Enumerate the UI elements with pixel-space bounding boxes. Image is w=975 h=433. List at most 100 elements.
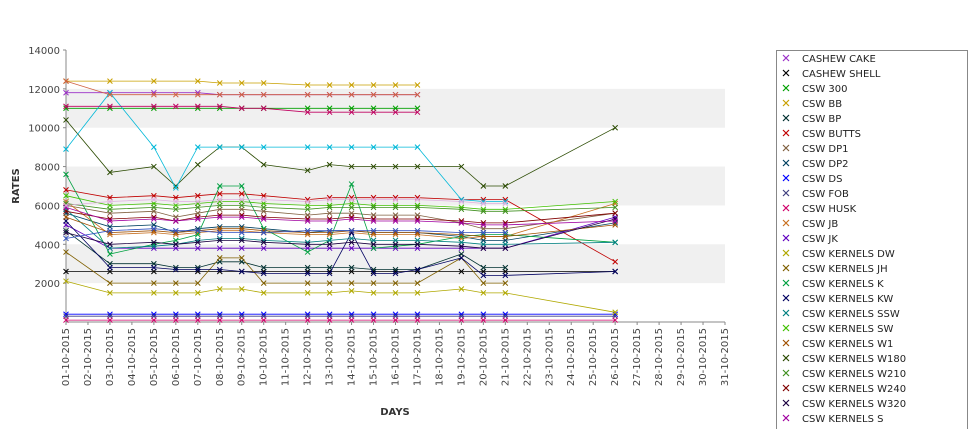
data-point — [370, 227, 377, 234]
x-tick-label: 27-10-2015 — [632, 328, 643, 386]
data-point — [326, 264, 333, 271]
data-point — [414, 163, 421, 170]
data-point — [304, 241, 311, 248]
data-point — [194, 290, 201, 296]
legend-label: CSW KERNELS SW — [802, 324, 893, 335]
data-point — [414, 317, 421, 323]
x-tick-label: 01-10-2015 — [61, 328, 72, 386]
series-csw-husk — [63, 317, 619, 323]
data-point — [458, 198, 465, 205]
data-point — [172, 206, 179, 213]
legend-item: CSW DS — [782, 174, 842, 185]
series-line — [65, 207, 616, 226]
data-point — [151, 78, 157, 84]
x-tick-label: 23-10-2015 — [544, 328, 555, 386]
legend-item: CSW KERNELS JH — [782, 264, 888, 275]
data-point — [107, 206, 113, 213]
data-point — [480, 290, 487, 296]
data-point — [238, 91, 245, 98]
x-tick-label: 17-10-2015 — [412, 328, 423, 386]
legend-item: CSW JK — [782, 234, 838, 245]
data-point — [238, 255, 245, 261]
data-point — [172, 103, 179, 110]
x-tick-label: 24-10-2015 — [566, 328, 577, 386]
data-point — [480, 208, 487, 215]
data-point — [458, 163, 465, 170]
x-tick-label: 04-10-2015 — [127, 328, 138, 386]
legend-item: CSW KERNELS KW — [782, 294, 893, 305]
data-point — [392, 317, 399, 323]
data-point — [612, 309, 619, 316]
legend-item: CSW 300 — [782, 84, 847, 95]
series-unlabeled-25 — [63, 89, 509, 205]
data-point — [216, 190, 223, 197]
data-point — [238, 196, 245, 203]
data-point — [326, 218, 333, 224]
data-point — [612, 124, 619, 131]
legend-marker — [782, 369, 790, 377]
legend-marker — [782, 279, 790, 287]
legend-label: CSW FOB — [802, 189, 849, 200]
data-point — [392, 144, 399, 150]
data-point — [458, 243, 465, 250]
data-point — [172, 317, 179, 323]
data-point — [151, 317, 157, 323]
data-point — [414, 109, 421, 116]
data-point — [370, 241, 377, 248]
series-line — [65, 195, 616, 210]
data-point — [392, 196, 399, 203]
data-point — [304, 82, 311, 88]
data-point — [326, 204, 333, 211]
data-point — [260, 105, 267, 112]
data-point — [392, 204, 399, 211]
legend-marker — [782, 99, 790, 107]
x-axis-label: DAYS — [380, 407, 410, 418]
legend-item: CSW FOB — [782, 189, 849, 200]
series-line — [65, 209, 616, 249]
x-tick-label: 14-10-2015 — [347, 328, 358, 386]
data-point — [238, 245, 245, 252]
data-point — [172, 266, 179, 273]
data-point — [612, 258, 619, 265]
data-point — [216, 286, 223, 292]
data-point — [370, 196, 377, 203]
data-point — [348, 239, 355, 246]
data-point — [612, 204, 619, 211]
data-point — [238, 214, 245, 220]
series-line — [65, 218, 616, 249]
data-point — [194, 144, 201, 150]
legend-marker — [782, 144, 790, 152]
series-group — [63, 78, 619, 323]
data-point — [107, 227, 113, 234]
data-point — [326, 227, 333, 234]
data-point — [63, 187, 69, 193]
data-point — [107, 169, 113, 176]
data-point — [458, 220, 465, 226]
x-axis-ticks: 01-10-2015 02-10-2015 03-10-2015 04-10-2015… — [61, 322, 731, 386]
data-point — [151, 91, 157, 98]
series-line — [65, 203, 616, 212]
legend-item: CSW KERNELS W240 — [782, 384, 906, 395]
data-point — [414, 82, 421, 88]
series-csw-kernels-s — [63, 204, 619, 228]
data-point — [107, 198, 113, 205]
series-csw-dp2 — [63, 210, 619, 244]
data-point — [612, 198, 619, 205]
x-tick-label: 08-10-2015 — [215, 328, 226, 386]
data-point — [458, 317, 465, 323]
data-point — [326, 91, 333, 98]
x-tick-label: 28-10-2015 — [654, 328, 665, 386]
data-point — [326, 270, 333, 277]
legend-marker — [782, 339, 790, 347]
legend-label: CSW KERNELS SSW — [802, 309, 900, 320]
legend-item: CSW JB — [782, 219, 838, 230]
series-line — [65, 201, 616, 239]
data-point — [370, 270, 377, 277]
data-point — [63, 202, 69, 209]
x-tick-label: 18-10-2015 — [434, 328, 445, 386]
x-tick-label: 10-10-2015 — [259, 328, 270, 386]
data-point — [216, 229, 223, 236]
data-point — [502, 208, 509, 215]
data-point — [304, 144, 311, 150]
data-point — [326, 109, 333, 116]
